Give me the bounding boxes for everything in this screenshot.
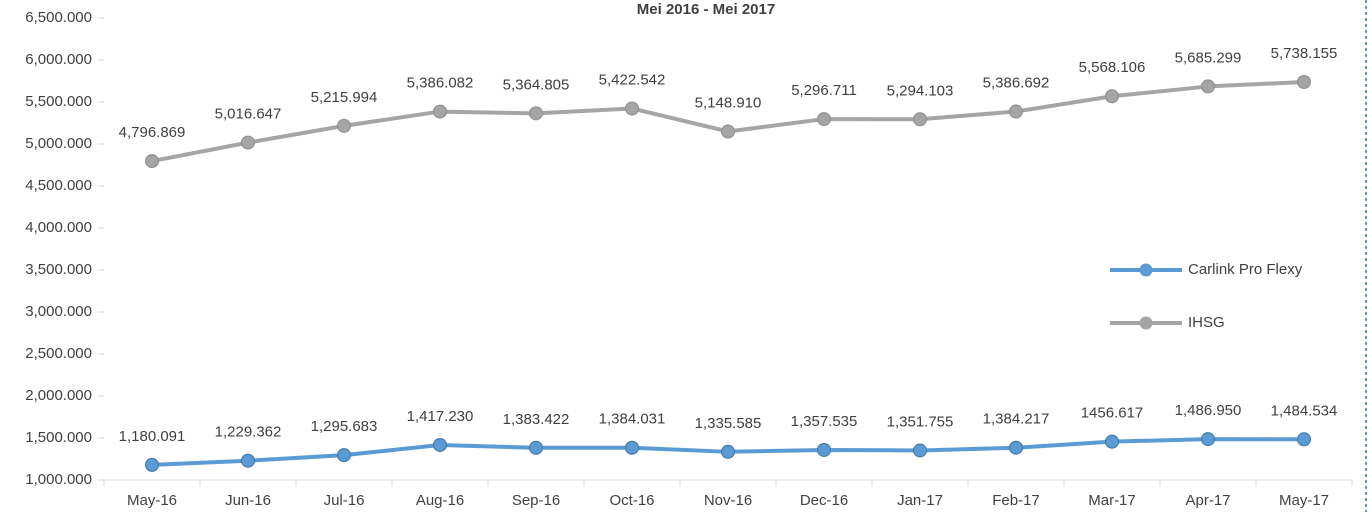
- data-label: 5,738.155: [1271, 45, 1338, 62]
- point-marker: [1297, 74, 1311, 89]
- x-tick-label: May-16: [127, 492, 177, 509]
- data-label: 1,335.585: [695, 415, 762, 432]
- data-label: 5,016.647: [215, 106, 282, 123]
- x-tick-label: Jun-16: [225, 492, 271, 509]
- point-marker: [1105, 89, 1119, 104]
- y-tick-label: 2,000.000: [25, 387, 92, 404]
- point-marker: [1009, 440, 1023, 455]
- data-label: 1456.617: [1081, 405, 1144, 422]
- data-label: 1,229.362: [215, 424, 282, 441]
- x-tick-label: Apr-17: [1185, 492, 1230, 509]
- data-label: 1,351.755: [887, 413, 954, 430]
- y-tick-label: 5,500.000: [25, 93, 92, 110]
- point-marker: [913, 112, 927, 127]
- legend-marker: [1139, 263, 1153, 277]
- data-label: 1,357.535: [791, 413, 858, 430]
- data-label: 1,417.230: [407, 408, 474, 425]
- x-tick-label: Feb-17: [992, 492, 1040, 509]
- y-tick-label: 1,500.000: [25, 429, 92, 446]
- x-tick-label: Mar-17: [1088, 492, 1136, 509]
- data-label: 1,295.683: [311, 418, 378, 435]
- point-marker: [913, 443, 927, 458]
- legend-marker: [1139, 316, 1153, 330]
- data-label: 5,386.692: [983, 74, 1050, 91]
- data-label: 5,422.542: [599, 71, 666, 88]
- chart-title: Mei 2016 - Mei 2017: [637, 1, 775, 18]
- y-tick-label: 6,500.000: [25, 9, 92, 26]
- point-marker: [625, 440, 639, 455]
- data-label: 5,296.711: [791, 82, 857, 99]
- point-marker: [529, 440, 543, 455]
- point-marker: [625, 101, 639, 116]
- point-marker: [241, 135, 255, 150]
- point-marker: [145, 154, 159, 169]
- y-tick-label: 3,000.000: [25, 303, 92, 320]
- point-marker: [529, 106, 543, 121]
- data-label: 1,384.217: [983, 411, 1050, 428]
- point-marker: [1009, 104, 1023, 119]
- y-tick-label: 5,000.000: [25, 135, 92, 152]
- y-tick-label: 4,500.000: [25, 177, 92, 194]
- y-tick-label: 4,000.000: [25, 219, 92, 236]
- x-tick-label: Jul-16: [324, 492, 365, 509]
- point-marker: [721, 124, 735, 139]
- y-tick-label: 6,000.000: [25, 51, 92, 68]
- data-label: 1,383.422: [503, 411, 570, 428]
- point-marker: [1201, 79, 1215, 94]
- data-label: 5,568.106: [1079, 59, 1146, 76]
- y-tick-label: 2,500.000: [25, 345, 92, 362]
- x-tick-label: Jan-17: [897, 492, 943, 509]
- point-marker: [337, 448, 351, 463]
- point-marker: [721, 444, 735, 459]
- data-label: 5,386.082: [407, 75, 474, 92]
- point-marker: [1297, 432, 1311, 447]
- legend-label: IHSG: [1188, 314, 1225, 331]
- data-label: 1,180.091: [119, 428, 186, 445]
- point-marker: [337, 118, 351, 133]
- data-label: 5,685.299: [1175, 49, 1242, 66]
- data-label: 4,796.869: [119, 124, 186, 141]
- data-label: 5,215.994: [311, 89, 378, 106]
- data-label: 1,484.534: [1271, 402, 1338, 419]
- point-marker: [145, 457, 159, 472]
- data-label: 5,364.805: [503, 76, 570, 93]
- data-label: 5,148.910: [695, 94, 762, 111]
- point-marker: [433, 437, 447, 452]
- point-marker: [241, 453, 255, 468]
- data-label: 1,486.950: [1175, 402, 1242, 419]
- x-tick-label: Dec-16: [800, 492, 848, 509]
- x-tick-label: Sep-16: [512, 492, 560, 509]
- x-tick-label: Aug-16: [416, 492, 464, 509]
- x-tick-label: May-17: [1279, 492, 1329, 509]
- x-tick-label: Nov-16: [704, 492, 752, 509]
- point-marker: [817, 112, 831, 127]
- point-marker: [1201, 432, 1215, 447]
- point-marker: [817, 442, 831, 457]
- x-tick-label: Oct-16: [609, 492, 654, 509]
- legend-label: Carlink Pro Flexy: [1188, 261, 1303, 278]
- data-label: 1,384.031: [599, 411, 666, 428]
- point-marker: [433, 104, 447, 119]
- data-label: 5,294.103: [887, 82, 954, 99]
- y-tick-label: 1,000.000: [25, 471, 92, 488]
- y-tick-label: 3,500.000: [25, 261, 92, 278]
- point-marker: [1105, 434, 1119, 449]
